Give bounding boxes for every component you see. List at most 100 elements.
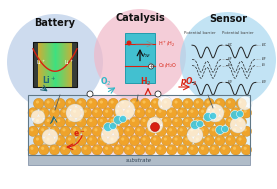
- Bar: [33, 42, 77, 87]
- Circle shape: [191, 121, 199, 129]
- Circle shape: [28, 145, 39, 155]
- Circle shape: [94, 128, 98, 131]
- Circle shape: [73, 147, 76, 150]
- Circle shape: [87, 98, 97, 109]
- Circle shape: [65, 135, 76, 146]
- Bar: [54, 42, 55, 87]
- Circle shape: [104, 122, 112, 132]
- Bar: [37, 42, 38, 87]
- Circle shape: [206, 137, 210, 141]
- Bar: [70, 42, 71, 87]
- Circle shape: [188, 145, 198, 155]
- Text: $E_C$: $E_C$: [261, 41, 268, 49]
- Circle shape: [79, 119, 82, 122]
- Circle shape: [180, 147, 183, 150]
- Bar: [52, 42, 53, 87]
- Bar: [58, 42, 59, 87]
- Bar: [45, 42, 46, 87]
- Circle shape: [115, 100, 135, 120]
- Circle shape: [126, 110, 130, 113]
- Text: Sensor: Sensor: [209, 14, 247, 24]
- Circle shape: [142, 101, 146, 104]
- Circle shape: [212, 110, 215, 113]
- Bar: [76, 42, 77, 87]
- Circle shape: [140, 117, 150, 127]
- Bar: [42, 42, 43, 87]
- Circle shape: [158, 128, 161, 131]
- Circle shape: [166, 145, 177, 155]
- Circle shape: [230, 108, 241, 118]
- Circle shape: [222, 128, 225, 131]
- Circle shape: [145, 145, 156, 155]
- Circle shape: [140, 98, 150, 109]
- Circle shape: [102, 126, 113, 136]
- Circle shape: [244, 147, 247, 150]
- Circle shape: [34, 117, 44, 127]
- Circle shape: [172, 135, 183, 146]
- Circle shape: [225, 98, 236, 109]
- Circle shape: [28, 126, 39, 136]
- Circle shape: [36, 119, 39, 122]
- Circle shape: [55, 98, 65, 109]
- Circle shape: [76, 117, 86, 127]
- Bar: [69, 42, 70, 87]
- Circle shape: [98, 117, 108, 127]
- Circle shape: [185, 119, 188, 122]
- Circle shape: [79, 101, 82, 104]
- Bar: [66, 42, 67, 87]
- Circle shape: [156, 126, 166, 136]
- Circle shape: [76, 135, 86, 146]
- Circle shape: [49, 145, 60, 155]
- Circle shape: [230, 145, 241, 155]
- Circle shape: [220, 126, 230, 136]
- Circle shape: [127, 40, 132, 46]
- Circle shape: [236, 135, 247, 146]
- Circle shape: [175, 101, 178, 104]
- Circle shape: [161, 98, 172, 109]
- Circle shape: [36, 101, 39, 104]
- Bar: [64, 42, 65, 87]
- Circle shape: [109, 122, 117, 129]
- Circle shape: [196, 121, 204, 128]
- Text: Li$^+$: Li$^+$: [36, 58, 46, 67]
- Circle shape: [137, 128, 140, 131]
- Circle shape: [44, 117, 55, 127]
- Circle shape: [124, 145, 134, 155]
- Text: Potential barrier: Potential barrier: [222, 31, 254, 35]
- Circle shape: [155, 91, 161, 97]
- Circle shape: [30, 110, 34, 113]
- Circle shape: [113, 108, 124, 118]
- Circle shape: [201, 110, 204, 113]
- Bar: [51, 42, 52, 87]
- Circle shape: [89, 119, 92, 122]
- Circle shape: [47, 101, 50, 104]
- Circle shape: [108, 135, 119, 146]
- Circle shape: [145, 108, 156, 118]
- Circle shape: [73, 110, 76, 113]
- Bar: [56, 42, 57, 87]
- Circle shape: [147, 117, 163, 133]
- Circle shape: [180, 128, 183, 131]
- Circle shape: [237, 111, 243, 118]
- Circle shape: [101, 126, 119, 144]
- Circle shape: [175, 119, 178, 122]
- Circle shape: [158, 110, 161, 113]
- Circle shape: [121, 119, 124, 122]
- Circle shape: [180, 110, 183, 113]
- Circle shape: [201, 147, 204, 150]
- Text: Li$^+$: Li$^+$: [42, 74, 57, 86]
- Bar: [60, 42, 61, 87]
- Circle shape: [68, 119, 71, 122]
- Circle shape: [62, 110, 66, 113]
- Circle shape: [156, 145, 166, 155]
- Circle shape: [215, 98, 225, 109]
- Circle shape: [241, 108, 252, 118]
- Circle shape: [87, 117, 97, 127]
- Circle shape: [135, 108, 145, 118]
- Circle shape: [212, 147, 215, 150]
- Text: $E_i$: $E_i$: [227, 62, 232, 69]
- Circle shape: [113, 126, 124, 136]
- Circle shape: [206, 104, 224, 122]
- Circle shape: [100, 119, 103, 122]
- Bar: [28, 95, 90, 155]
